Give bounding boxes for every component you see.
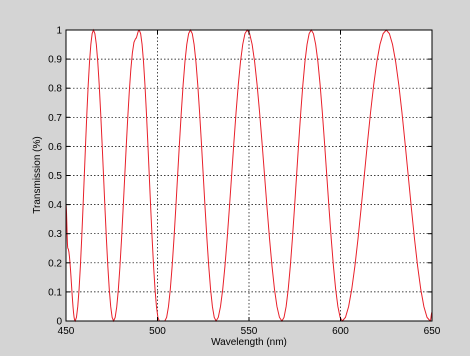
- y-tick-label: 0: [56, 317, 62, 328]
- x-tick-label: 500: [149, 326, 166, 337]
- y-axis-label: Transmission (%): [32, 136, 43, 213]
- x-tick-labels: 450 500 550 600 650: [58, 326, 441, 337]
- x-axis-label: Wavelength (nm): [211, 337, 287, 348]
- y-tick-label: 0.5: [48, 171, 62, 182]
- x-tick-label: 600: [332, 326, 349, 337]
- y-tick-label: 0.7: [48, 113, 62, 124]
- series-line-1: [65, 28, 433, 323]
- y-tick-label: 0.1: [48, 287, 62, 298]
- grid-lines: [66, 30, 432, 321]
- y-tick-label: 0.6: [48, 142, 62, 153]
- y-tick-label: 0.8: [48, 84, 62, 95]
- y-tick-label: 0.2: [48, 258, 62, 269]
- y-tick-labels: 0 0.1 0.2 0.3 0.4 0.5 0.6 0.7 0.8 0.9 1: [48, 26, 62, 328]
- y-tick-label: 0.4: [48, 200, 62, 211]
- y-tick-label: 0.9: [48, 55, 62, 66]
- x-tick-label: 650: [424, 326, 441, 337]
- y-tick-label: 1: [56, 26, 62, 37]
- tick-marks: [65, 29, 433, 322]
- y-tick-label: 0.3: [48, 229, 62, 240]
- x-tick-label: 450: [58, 326, 75, 337]
- x-tick-label: 550: [241, 326, 258, 337]
